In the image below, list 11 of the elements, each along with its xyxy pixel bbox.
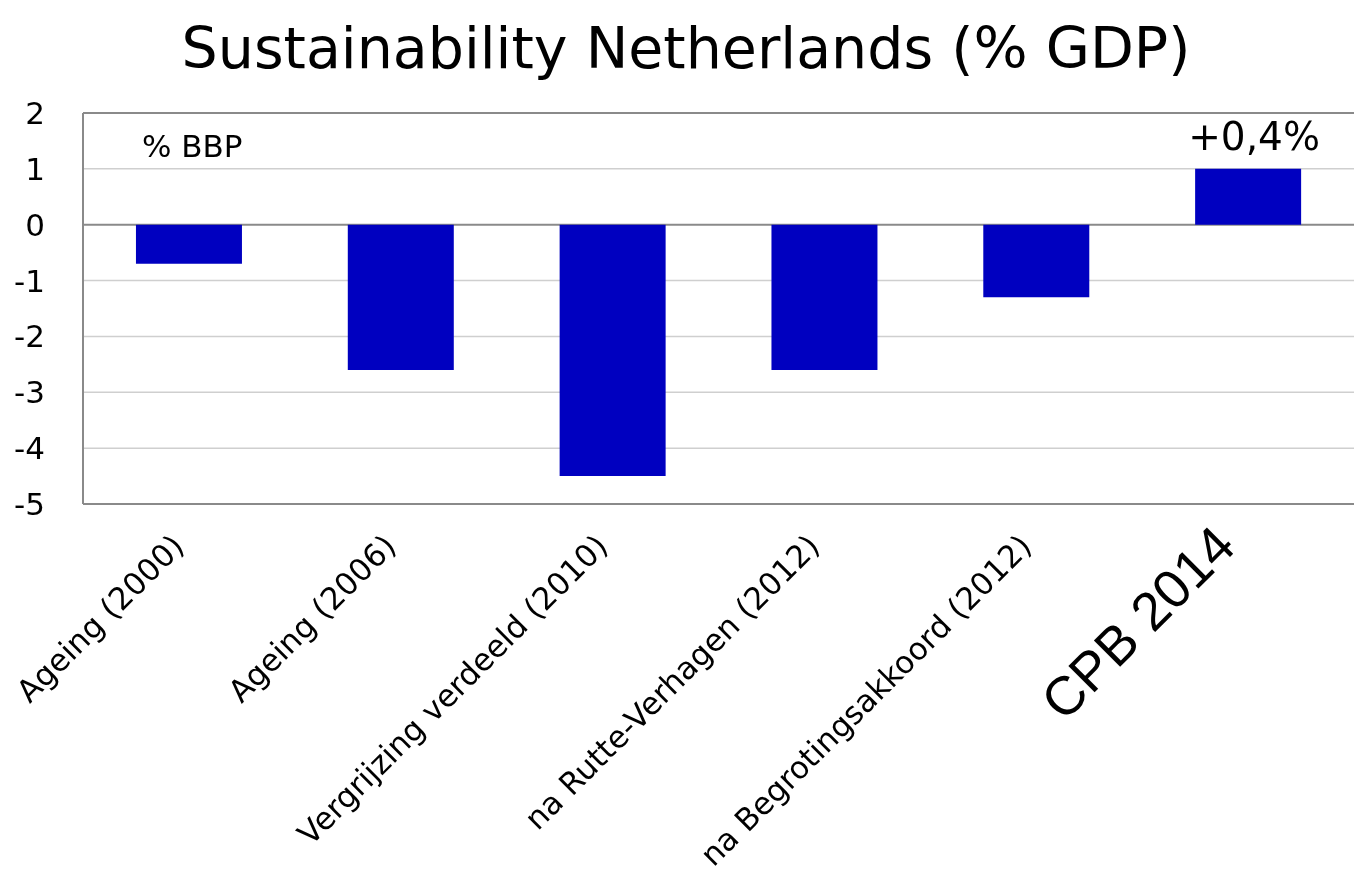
y-tick-label: -1 <box>14 262 45 299</box>
y-tick-label: 1 <box>25 150 45 187</box>
y-tick-label: -3 <box>14 374 45 411</box>
y-tick-label: -5 <box>14 486 45 523</box>
y-axis-title: % BBP <box>142 128 243 164</box>
y-tick-label: 0 <box>25 206 45 243</box>
y-tick-label: -2 <box>14 318 45 355</box>
y-tick-label: -4 <box>14 430 45 467</box>
y-tick-label: 2 <box>25 95 45 132</box>
annotation: +0,4% <box>1188 113 1320 159</box>
chart-title: Sustainability Netherlands (% GDP) <box>181 15 1191 81</box>
